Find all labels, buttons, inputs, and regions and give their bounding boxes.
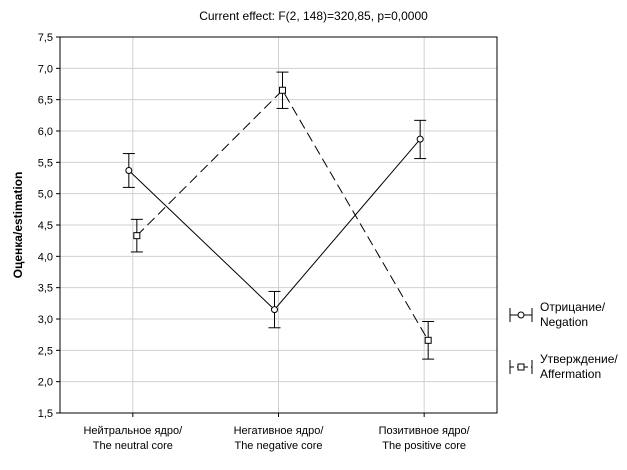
x-tick-label: Негативное ядро/The negative core — [234, 425, 325, 452]
y-tick-label: 1,5 — [38, 408, 53, 420]
y-tick-label: 6,5 — [38, 95, 53, 107]
data-point-square — [424, 336, 432, 344]
legend-label-affermation: Утверждение/ Affermation — [540, 352, 618, 381]
y-tick-label: 6,0 — [38, 126, 53, 138]
y-tick-label: 7,5 — [38, 32, 53, 44]
data-point-circle — [416, 135, 424, 143]
chart-title: Current effect: F(2, 148)=320,85, p=0,00… — [199, 9, 428, 23]
y-axis-label: Оценка/estimation — [11, 172, 25, 279]
y-tick-label: 2,0 — [38, 377, 53, 389]
legend-marker-square — [517, 363, 525, 371]
y-tick-label: 4,5 — [38, 220, 53, 232]
y-tick-label: 3,0 — [38, 314, 53, 326]
y-tick-label: 3,5 — [38, 283, 53, 295]
x-tick-label: Позитивное ядро/The positive core — [379, 425, 471, 452]
series-line-negation — [128, 138, 421, 311]
y-tick-label: 2,5 — [38, 345, 53, 357]
data-point-circle — [271, 306, 278, 314]
legend-marker-circle — [517, 311, 525, 319]
data-point-circle — [125, 166, 133, 174]
y-tick-label: 5,5 — [38, 157, 53, 169]
x-tick-label: Нейтральное ядро/The neutral core — [83, 425, 183, 452]
y-tick-label: 5,0 — [38, 189, 53, 201]
data-point-square — [133, 232, 141, 240]
data-point-square — [279, 86, 286, 94]
y-tick-label: 4,0 — [38, 251, 53, 263]
legend-label-negation: Отрицание/ Negation — [540, 300, 606, 329]
y-tick-label: 7,0 — [38, 63, 53, 75]
series-line-affermation — [136, 89, 429, 341]
